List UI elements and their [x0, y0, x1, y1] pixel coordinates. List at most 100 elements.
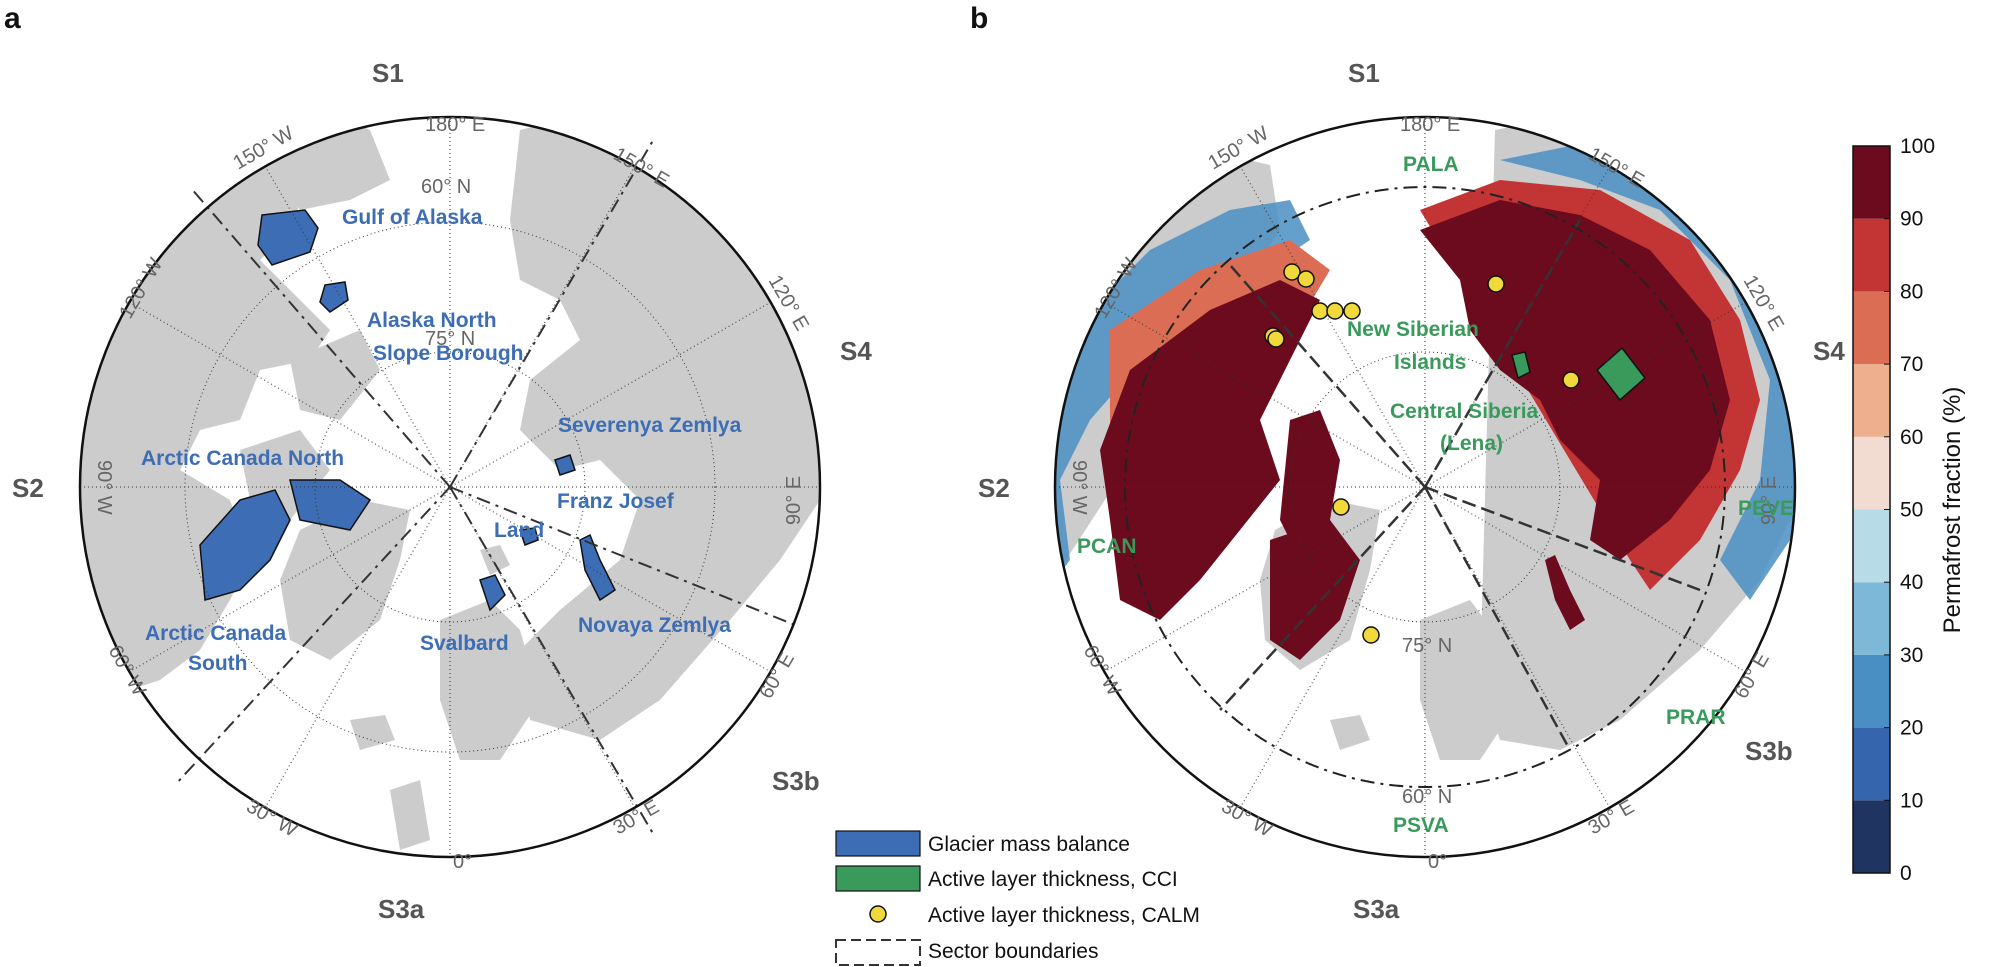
colorbar-block [1853, 364, 1890, 437]
legend-sector-swatch [835, 939, 921, 966]
panel-b-sector-s2: S2 [978, 473, 1010, 503]
colorbar-tick-label: 60 [1900, 426, 1923, 449]
region-svalbard: Svalbard [420, 632, 509, 655]
glacier-arctic-canada-south [199, 489, 291, 601]
colorbar-tick-label: 0 [1900, 862, 1912, 885]
region-land: Land [494, 519, 544, 542]
colorbar-block [1853, 727, 1890, 801]
glacier-severnaya-zemlya [554, 454, 576, 476]
colorbar-tick-label: 100 [1900, 135, 1935, 158]
panel-a-lbl-0: 0° [453, 851, 472, 873]
calm-site [1326, 302, 1344, 320]
colorbar-block [1853, 146, 1890, 219]
colorbar-block [1853, 582, 1890, 655]
legend-calm-swatch [869, 905, 887, 923]
colorbar-tick-label: 40 [1900, 571, 1923, 594]
colorbar-block [1853, 218, 1890, 292]
colorbar-block [1853, 654, 1890, 728]
calm-site [1283, 263, 1301, 281]
region-arctic-canada-north: Arctic Canada North [141, 447, 344, 470]
panel-b-lbl-90e: 90° E [1758, 476, 1780, 525]
panel-a-sector-s3a: S3a [378, 894, 425, 924]
panel-b-map [1053, 115, 1797, 859]
region-arctic-canada: Arctic Canada [145, 622, 287, 645]
panel-b-lbl-0: 0° [1428, 851, 1447, 873]
glacier-franz-josef [519, 527, 539, 546]
calm-site [1487, 275, 1505, 293]
colorbar-block [1853, 436, 1890, 510]
legend-cci-swatch [835, 865, 921, 892]
region-gulf-of-alaska: Gulf of Alaska [342, 206, 483, 229]
cci-site-box [1595, 346, 1647, 402]
calm-sites [1264, 263, 1580, 644]
colorbar-title: Permafrost fraction (%) [1939, 387, 1966, 634]
region-alaska-north: Alaska North [367, 309, 497, 332]
calm-site [1362, 626, 1380, 644]
legend-cci-label: Active layer thickness, CCI [928, 868, 1178, 891]
panel-b-sector-s4: S4 [1813, 336, 1845, 366]
panel-a-sector-s4: S4 [840, 336, 872, 366]
glacier-alaska-small [319, 281, 349, 313]
region-central-siberia: Central Siberia [1390, 400, 1539, 423]
cci-island-1 [1511, 351, 1531, 380]
calm-site [1311, 302, 1329, 320]
calm-site [1343, 302, 1361, 320]
legend-glacier-label: Glacier mass balance [928, 833, 1130, 856]
legend-sector-label: Sector boundaries [928, 940, 1098, 963]
region-pala: PALA [1403, 153, 1459, 176]
legend-glacier-swatch [835, 830, 921, 857]
panel-b-sector-s3b: S3b [1745, 736, 1793, 766]
panel-a-sector-lines [174, 136, 801, 838]
calm-site [1297, 270, 1315, 288]
colorbar-tick-label: 20 [1900, 717, 1923, 740]
panel-a-glaciers [199, 209, 616, 612]
panel-a-sector-s3b: S3b [772, 766, 820, 796]
region-lena: (Lena) [1440, 432, 1503, 455]
legend: Glacier mass balance Active layer thickn… [835, 830, 1200, 966]
colorbar-tick-label: 10 [1900, 789, 1923, 812]
panel-b-lbl-180e: 180° E [1400, 114, 1460, 136]
colorbar-block [1853, 800, 1890, 873]
region-severenya-zemlya: Severenya Zemlya [558, 414, 742, 437]
panel-a-graticule [80, 117, 820, 857]
panel-b-lbl-90w: 90° W [1068, 460, 1090, 515]
panel-a-lbl-75n: 75° N [425, 328, 475, 350]
colorbar-block [1853, 291, 1890, 365]
panel-b-sector-lines [1219, 219, 1701, 751]
colorbar-tick-label: 70 [1900, 353, 1923, 376]
glacier-svalbard [479, 574, 506, 612]
region-psva: PSVA [1393, 814, 1449, 837]
legend-calm-label: Active layer thickness, CALM [928, 904, 1200, 927]
region-novaya-zemlya: Novaya Zemlya [578, 614, 731, 637]
panel-a-lbl-180e: 180° E [425, 114, 485, 136]
panel-b-graticule [1055, 117, 1795, 857]
panel-b-sector-s1: S1 [1348, 58, 1380, 88]
panel-a-lbl-60n: 60° N [421, 176, 471, 198]
colorbar-tick-label: 30 [1900, 644, 1923, 667]
colorbar-tick-label: 90 [1900, 208, 1923, 231]
region-islands: Islands [1394, 351, 1466, 374]
colorbar-tick-label: 80 [1900, 280, 1923, 303]
panel-a-letter: a [4, 2, 21, 35]
panel-a-lbl-90w: 90° W [93, 460, 115, 515]
panel-a-sector-s2: S2 [12, 473, 44, 503]
calm-site [1332, 498, 1350, 516]
calm-site [1267, 330, 1285, 348]
calm-site [1562, 371, 1580, 389]
region-south: South [188, 652, 247, 675]
region-slope-borough: Slope Borough [373, 342, 524, 365]
panel-b-lbl-75n: 75° N [1402, 635, 1452, 657]
colorbar-ticks: 0 10 20 30 40 50 60 70 80 90 100 [1884, 135, 1935, 885]
panel-a-lbl-90e: 90° E [783, 476, 805, 525]
glacier-novaya-zemlya [579, 533, 616, 602]
glacier-gulf-of-alaska [257, 209, 319, 266]
region-pcan: PCAN [1077, 535, 1137, 558]
colorbar-tick-label: 50 [1900, 499, 1923, 522]
panel-b-letter: b [970, 2, 988, 35]
region-prar: PRAR [1666, 706, 1726, 729]
colorbar-block [1853, 509, 1890, 583]
panel-a-sector-s1: S1 [372, 58, 404, 88]
panel-b-lbl-60n: 60° N [1402, 786, 1452, 808]
region-franz-josef: Franz Josef [557, 490, 675, 513]
